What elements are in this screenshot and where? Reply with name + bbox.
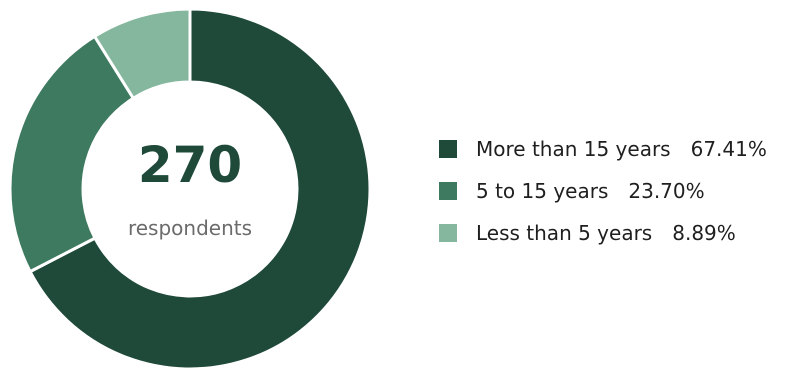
legend-swatch bbox=[439, 224, 457, 242]
legend-swatch bbox=[439, 182, 457, 200]
legend-label: More than 15 years bbox=[476, 137, 671, 161]
legend-item: Less than 5 years 8.89% bbox=[439, 212, 767, 254]
donut-slice bbox=[93, 7, 192, 100]
legend-label: 5 to 15 years bbox=[476, 179, 609, 203]
legend-swatch bbox=[439, 140, 457, 158]
center-total: 270 bbox=[138, 136, 242, 194]
center-label: respondents bbox=[128, 216, 252, 240]
donut-slices bbox=[8, 7, 372, 368]
legend-label: Less than 5 years bbox=[476, 221, 653, 245]
legend-value: 8.89% bbox=[672, 221, 736, 245]
donut-slice bbox=[28, 7, 372, 368]
legend: More than 15 years 67.41% 5 to 15 years … bbox=[439, 128, 767, 254]
donut-slice bbox=[8, 34, 135, 274]
legend-value: 67.41% bbox=[690, 137, 767, 161]
legend-item: 5 to 15 years 23.70% bbox=[439, 170, 767, 212]
donut-chart: 270 respondents bbox=[8, 7, 372, 368]
legend-value: 23.70% bbox=[628, 179, 705, 203]
legend-item: More than 15 years 67.41% bbox=[439, 128, 767, 170]
